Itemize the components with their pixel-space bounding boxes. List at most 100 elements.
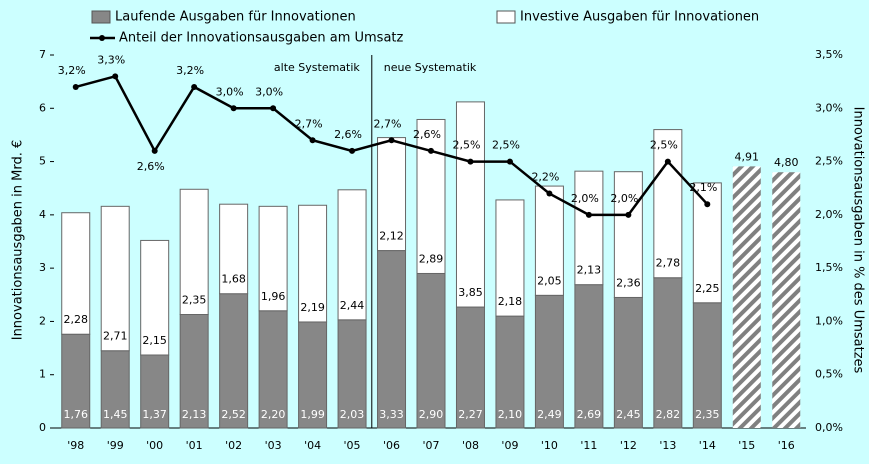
- line-value-label: 2,5%: [492, 139, 520, 152]
- line-marker: [388, 137, 395, 144]
- bar: [219, 293, 249, 429]
- bar: [100, 205, 130, 352]
- bar-value-label: 2,13: [182, 408, 207, 421]
- bar-value-label: 2,27: [458, 408, 483, 421]
- y2-tick-label: 2,5%: [815, 155, 843, 168]
- x-tick-label: '13: [659, 439, 676, 452]
- x-tick-label: '15: [738, 439, 755, 452]
- bar: [140, 239, 170, 356]
- line-value-label: 2,1%: [689, 181, 717, 194]
- x-tick-label: '14: [699, 439, 716, 452]
- bar-value-label: 2,10: [498, 408, 523, 421]
- bar: [61, 212, 91, 335]
- line-marker: [585, 211, 592, 218]
- bar-value-label: 2,18: [498, 295, 523, 308]
- line-marker: [704, 201, 711, 208]
- line-marker: [270, 105, 277, 112]
- bar: [495, 315, 525, 429]
- y-tick-label: 3: [39, 261, 46, 274]
- line-value-label: 2,5%: [452, 139, 480, 152]
- line-value-label: 3,0%: [216, 85, 244, 98]
- bar-value-label: 2,90: [419, 408, 444, 421]
- x-tick-label: '00: [146, 439, 163, 452]
- bar-value-label: 2,35: [182, 294, 207, 307]
- legend-label: Anteil der Innovationsausgaben am Umsatz: [119, 31, 404, 46]
- bar-value-label: 2,28: [63, 313, 88, 326]
- bar-value-label: 1,68: [221, 273, 246, 286]
- bar: [613, 296, 643, 429]
- bar-value-label: 3,85: [458, 286, 483, 299]
- y-axis-label: Innovationsausgaben in Mrd. €: [11, 140, 26, 341]
- legend-label: Laufende Ausgaben für Innovationen: [115, 10, 356, 25]
- bar: [337, 319, 367, 429]
- bar-value-label: 2,44: [340, 299, 365, 312]
- line-value-label: 2,6%: [413, 128, 441, 141]
- y2-tick-label: 0,0%: [815, 421, 843, 434]
- bar: [772, 172, 801, 428]
- line-marker: [664, 158, 671, 165]
- bar: [653, 277, 683, 429]
- x-tick-label: '05: [344, 439, 361, 452]
- bar-value-label: 2,20: [261, 408, 286, 421]
- bar-value-label: 2,12: [379, 230, 404, 243]
- bar-value-label: 1,37: [142, 408, 167, 421]
- bar-value-label: 1,99: [300, 408, 325, 421]
- x-tick-label: '98: [67, 439, 84, 452]
- bar-value-label: 2,19: [300, 301, 325, 314]
- y2-tick-label: 3,5%: [815, 48, 843, 61]
- x-tick-label: '01: [186, 439, 203, 452]
- bar: [455, 306, 485, 429]
- legend-swatch: [496, 10, 516, 24]
- bar: [574, 170, 604, 286]
- line-value-label: 2,6%: [334, 128, 362, 141]
- line-value-label: 2,7%: [374, 117, 402, 130]
- legend-label: Investive Ausgaben für Innovationen: [520, 10, 759, 25]
- bar-value-label: 2,13: [577, 264, 602, 277]
- y2-tick-label: 2,0%: [815, 208, 843, 221]
- line-marker: [230, 105, 237, 112]
- x-tick-label: '10: [541, 439, 558, 452]
- line-value-label: 2,0%: [571, 192, 599, 205]
- bar: [179, 188, 209, 316]
- y-tick-label: 4: [39, 208, 46, 221]
- bar: [337, 189, 367, 321]
- bar: [732, 166, 761, 429]
- bar-value-label: 2,49: [537, 408, 562, 421]
- legend-swatch: [91, 10, 111, 24]
- x-tick-label: '08: [462, 439, 479, 452]
- bar-value-label: 2,45: [616, 408, 641, 421]
- y-tick-label: 2: [39, 314, 46, 327]
- bar: [534, 185, 564, 296]
- x-tick-label: '99: [107, 439, 124, 452]
- line-marker: [506, 158, 513, 165]
- bar: [258, 205, 288, 312]
- bar-value-label: 4,91: [735, 150, 760, 163]
- bar: [653, 129, 683, 279]
- y2-tick-label: 1,0%: [815, 314, 843, 327]
- bar-value-label: 2,69: [577, 408, 602, 421]
- y-tick-label: 1: [39, 368, 46, 381]
- bar: [613, 171, 643, 298]
- bar: [100, 350, 130, 429]
- line-value-label: 2,2%: [531, 171, 559, 184]
- line-marker: [309, 137, 316, 144]
- bar-value-label: 2,82: [656, 408, 681, 421]
- legend-marker: [99, 35, 105, 41]
- line-value-label: 3,0%: [255, 85, 283, 98]
- bar-value-label: 2,52: [221, 408, 246, 421]
- bar-value-label: 2,89: [419, 252, 444, 265]
- annotation: neue Systematik: [384, 61, 477, 74]
- line-marker: [625, 211, 632, 218]
- x-tick-label: '03: [265, 439, 282, 452]
- line-marker: [112, 73, 119, 80]
- bar: [298, 204, 328, 323]
- annotation: alte Systematik: [274, 61, 361, 74]
- bar-value-label: 2,36: [616, 276, 641, 289]
- bar: [258, 310, 288, 429]
- bar-value-label: 3,33: [379, 408, 404, 421]
- y-tick-label: 7: [39, 48, 46, 61]
- bar: [377, 250, 407, 429]
- line-marker: [151, 147, 158, 154]
- x-tick-label: '07: [422, 439, 439, 452]
- y-tick-label: 0: [39, 421, 46, 434]
